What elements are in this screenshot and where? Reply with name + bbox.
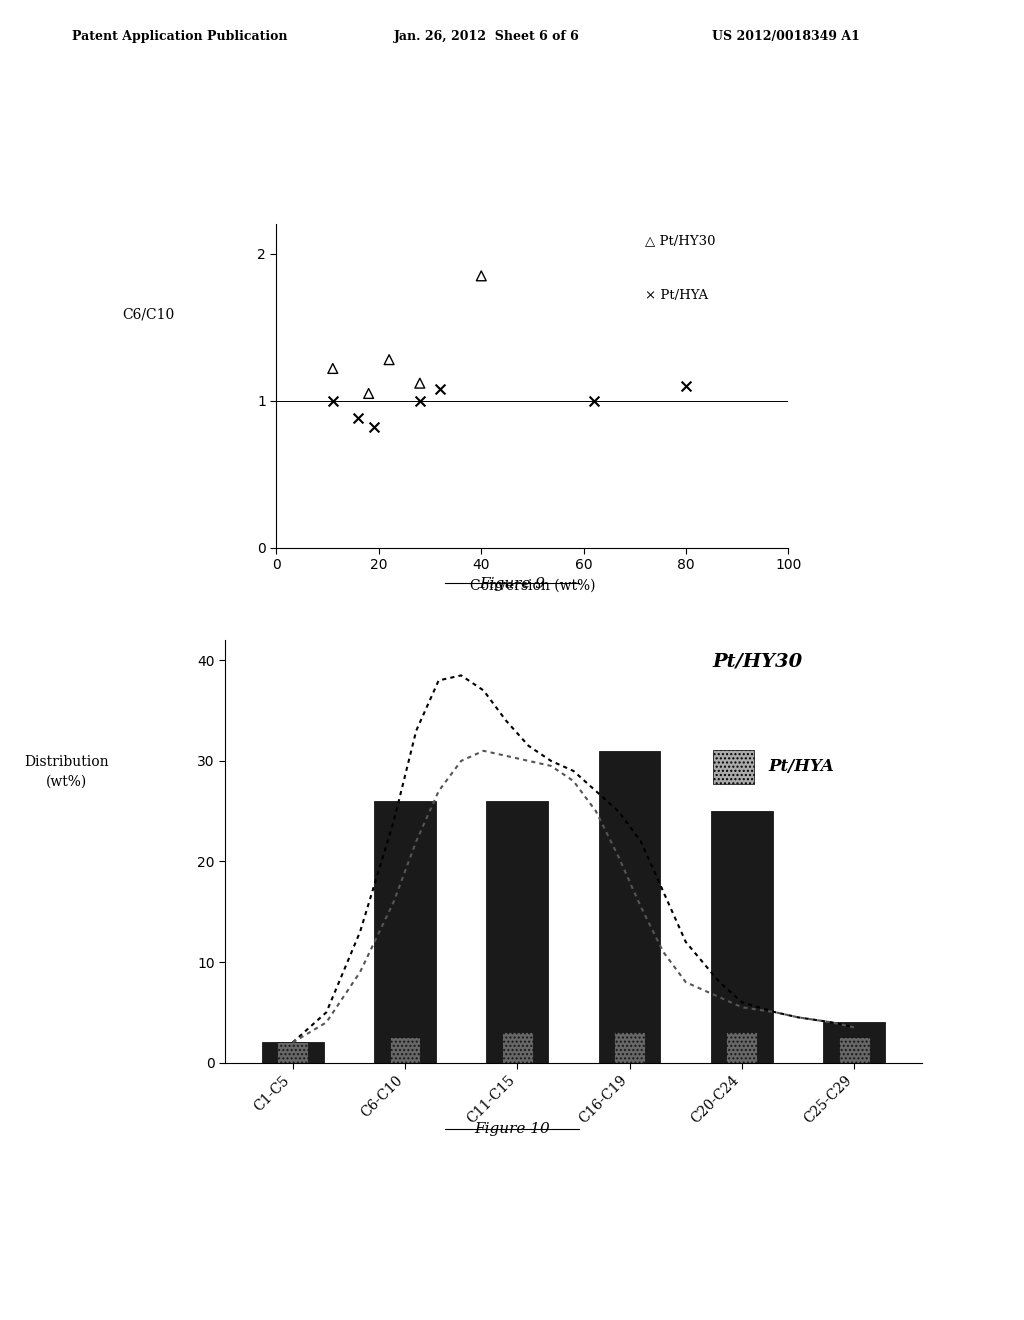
Text: Figure 10: Figure 10 [474,1122,550,1137]
Point [586,391,602,412]
Bar [599,751,660,1063]
Text: Pt/HYA: Pt/HYA [768,759,835,775]
Bar [726,1032,758,1063]
Point [325,391,341,412]
Bar [262,1043,324,1063]
Bar [839,1038,869,1063]
Point [381,348,397,370]
Text: (wt%): (wt%) [46,775,87,788]
Text: C6/C10: C6/C10 [122,308,174,322]
Text: × Pt/HYA: × Pt/HYA [645,289,709,302]
Bar [486,801,548,1063]
X-axis label: Conversion (wt%): Conversion (wt%) [470,579,595,593]
Point [366,417,382,438]
Point [412,372,428,393]
Point [678,376,694,397]
Text: US 2012/0018349 A1: US 2012/0018349 A1 [712,30,859,44]
Point [412,391,428,412]
Text: Figure 9: Figure 9 [479,577,545,591]
Text: Jan. 26, 2012  Sheet 6 of 6: Jan. 26, 2012 Sheet 6 of 6 [394,30,580,44]
Point [350,408,367,429]
Text: Distribution: Distribution [25,755,109,768]
Point [325,358,341,379]
Bar [502,1032,532,1063]
Text: Patent Application Publication: Patent Application Publication [72,30,287,44]
Bar [614,1032,645,1063]
Text: Pt/HY30: Pt/HY30 [713,653,803,671]
Point [432,379,449,400]
Bar [823,1023,885,1063]
Text: △ Pt/HY30: △ Pt/HY30 [645,234,716,247]
Point [360,383,377,404]
Bar [389,1038,421,1063]
Bar [374,801,436,1063]
Point [473,265,489,286]
Bar [711,812,773,1063]
Bar [278,1043,308,1063]
Bar [713,750,755,784]
